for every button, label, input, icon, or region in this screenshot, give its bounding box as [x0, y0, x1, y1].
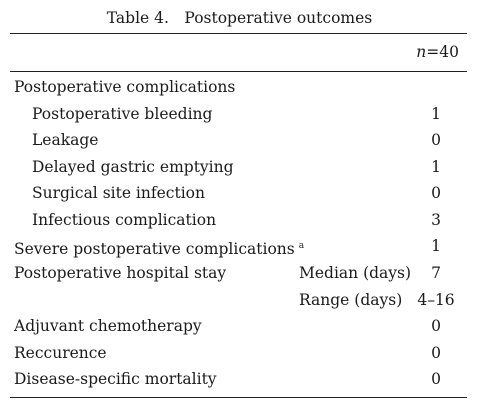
table-caption: Table 4. Postoperative outcomes	[106, 9, 373, 27]
row-label: Adjuvant chemotherapy	[14, 317, 202, 335]
row-label: Reccurence	[14, 344, 107, 362]
top-rule	[10, 33, 467, 34]
row-value: 0	[431, 317, 441, 335]
row-label: Surgical site infection	[32, 184, 205, 202]
row-label-text: Severe postoperative complications	[14, 240, 295, 258]
n-label: n	[416, 43, 427, 61]
n-header: n=40	[416, 42, 459, 62]
row-value: 1	[431, 105, 441, 123]
header-rule	[10, 71, 467, 72]
row-label: Infectious complication	[32, 211, 217, 229]
row-value: 0	[431, 370, 441, 388]
row-value: 1	[431, 237, 441, 255]
row-value: 0	[431, 344, 441, 362]
row-label: Postoperative bleeding	[32, 105, 213, 123]
row-label: Postoperative complications	[14, 78, 236, 96]
row-label: Leakage	[32, 131, 99, 149]
n-value: =40	[426, 43, 459, 61]
bottom-rule	[10, 397, 467, 398]
row-sublabel: Median (days)	[299, 264, 412, 282]
row-value: 1	[431, 158, 441, 176]
row-label: Disease-specific mortality	[14, 370, 217, 388]
row-value: 0	[431, 184, 441, 202]
row-value: 4–16	[417, 291, 455, 309]
row-label: Severe postoperative complications a	[14, 236, 304, 259]
footnote-marker: a	[298, 241, 305, 251]
row-label: Delayed gastric emptying	[32, 158, 234, 176]
row-sublabel: Range (days)	[299, 291, 403, 309]
row-value: 3	[431, 211, 441, 229]
row-value: 0	[431, 131, 441, 149]
row-value: 7	[431, 264, 441, 282]
row-label: Postoperative hospital stay	[14, 264, 227, 282]
